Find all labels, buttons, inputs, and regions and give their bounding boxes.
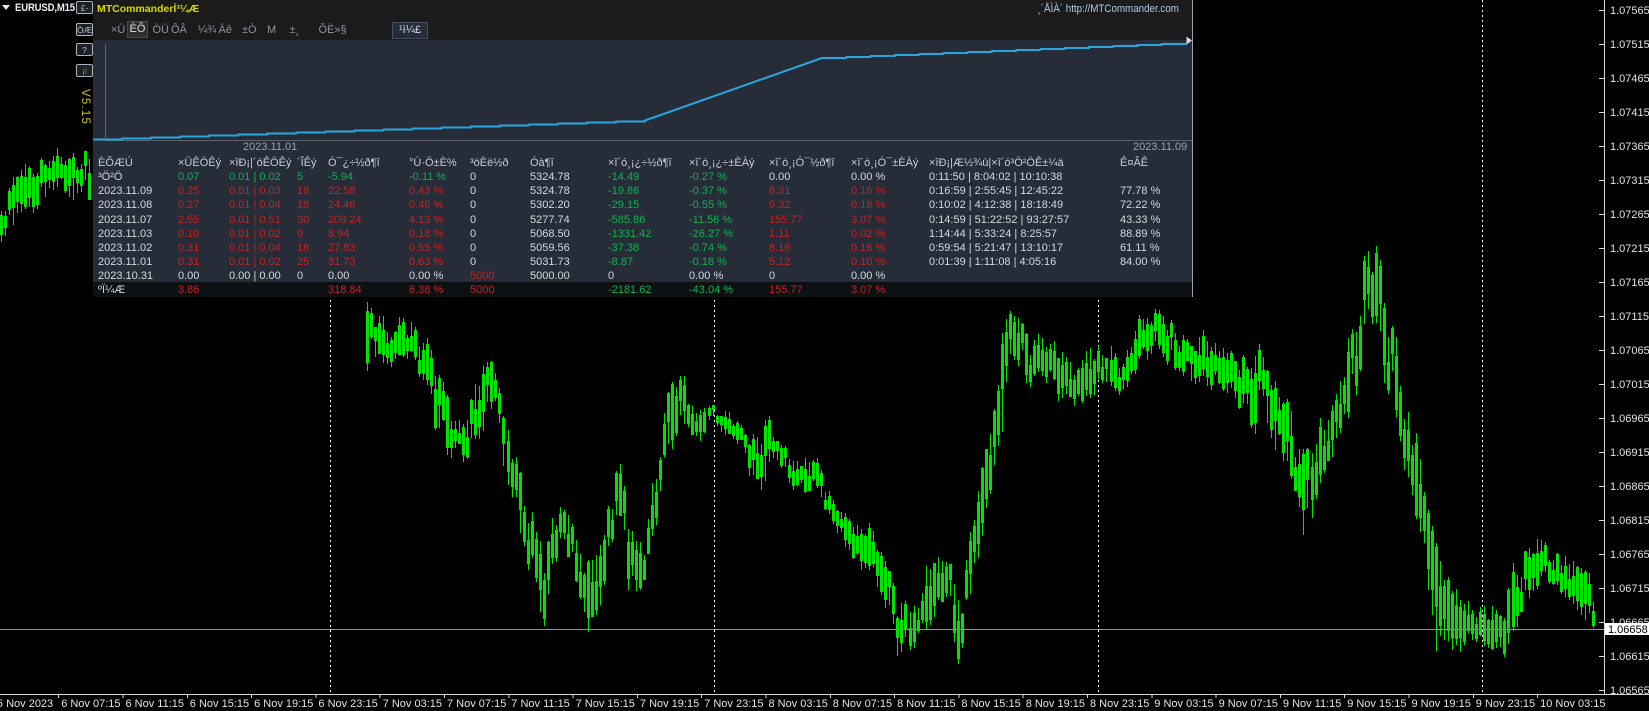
svg-text:5 Nov 2023: 5 Nov 2023 — [0, 698, 53, 710]
svg-text:7 Nov 19:15: 7 Nov 19:15 — [640, 698, 699, 710]
svg-text:6 Nov 23:15: 6 Nov 23:15 — [318, 698, 377, 710]
svg-text:10 Nov 03:15: 10 Nov 03:15 — [1540, 698, 1605, 710]
svg-text:9 Nov 19:15: 9 Nov 19:15 — [1412, 698, 1471, 710]
svg-text:6 Nov 11:15: 6 Nov 11:15 — [126, 698, 185, 710]
svg-text:8 Nov 19:15: 8 Nov 19:15 — [1026, 698, 1085, 710]
svg-text:9 Nov 11:15: 9 Nov 11:15 — [1283, 698, 1342, 710]
svg-text:9 Nov 07:15: 9 Nov 07:15 — [1219, 698, 1278, 710]
svg-text:8 Nov 15:15: 8 Nov 15:15 — [961, 698, 1020, 710]
svg-text:1.06865: 1.06865 — [1610, 481, 1649, 493]
svg-text:1.06815: 1.06815 — [1610, 515, 1649, 527]
svg-text:1.07015: 1.07015 — [1610, 379, 1649, 391]
svg-text:1.07265: 1.07265 — [1610, 209, 1649, 221]
svg-text:7 Nov 11:15: 7 Nov 11:15 — [511, 698, 570, 710]
svg-text:9 Nov 03:15: 9 Nov 03:15 — [1154, 698, 1213, 710]
svg-text:1.07365: 1.07365 — [1610, 141, 1649, 153]
svg-text:1.07215: 1.07215 — [1610, 243, 1649, 255]
svg-text:6 Nov 19:15: 6 Nov 19:15 — [254, 698, 313, 710]
svg-text:9 Nov 23:15: 9 Nov 23:15 — [1476, 698, 1535, 710]
svg-text:7 Nov 03:15: 7 Nov 03:15 — [383, 698, 442, 710]
svg-text:1.07115: 1.07115 — [1610, 311, 1649, 323]
svg-text:1.07465: 1.07465 — [1610, 73, 1649, 85]
svg-text:1.07415: 1.07415 — [1610, 107, 1649, 119]
svg-text:1.06715: 1.06715 — [1610, 583, 1649, 595]
svg-text:6 Nov 15:15: 6 Nov 15:15 — [190, 698, 249, 710]
svg-text:1.07565: 1.07565 — [1610, 5, 1649, 17]
svg-text:1.06765: 1.06765 — [1610, 549, 1649, 561]
svg-text:1.06915: 1.06915 — [1610, 447, 1649, 459]
svg-text:8 Nov 07:15: 8 Nov 07:15 — [833, 698, 892, 710]
svg-text:9 Nov 15:15: 9 Nov 15:15 — [1347, 698, 1406, 710]
svg-text:7 Nov 15:15: 7 Nov 15:15 — [576, 698, 635, 710]
svg-text:7 Nov 07:15: 7 Nov 07:15 — [447, 698, 506, 710]
svg-text:1.06658: 1.06658 — [1608, 624, 1648, 636]
svg-text:1.06965: 1.06965 — [1610, 413, 1649, 425]
svg-text:1.07315: 1.07315 — [1610, 175, 1649, 187]
svg-text:8 Nov 23:15: 8 Nov 23:15 — [1090, 698, 1149, 710]
svg-text:8 Nov 03:15: 8 Nov 03:15 — [769, 698, 828, 710]
svg-text:1.06615: 1.06615 — [1610, 651, 1649, 663]
svg-text:8 Nov 11:15: 8 Nov 11:15 — [897, 698, 956, 710]
svg-text:1.07515: 1.07515 — [1610, 39, 1649, 51]
svg-text:1.07065: 1.07065 — [1610, 345, 1649, 357]
svg-text:6 Nov 07:15: 6 Nov 07:15 — [61, 698, 120, 710]
svg-text:1.06565: 1.06565 — [1610, 685, 1649, 697]
svg-text:7 Nov 23:15: 7 Nov 23:15 — [704, 698, 763, 710]
svg-text:1.07165: 1.07165 — [1610, 277, 1649, 289]
